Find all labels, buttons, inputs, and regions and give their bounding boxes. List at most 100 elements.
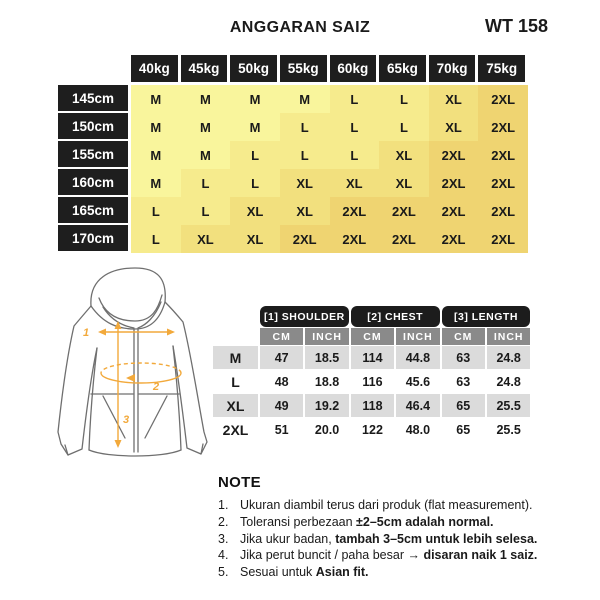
length-arrowhead-bottom	[114, 440, 122, 448]
size-matrix-cell: XL	[379, 169, 429, 197]
chest-ellipse-bottom	[100, 372, 182, 384]
size-matrix-cell: M	[279, 85, 330, 113]
measurement-value-cell: 24.8	[496, 374, 521, 389]
jacket-outline	[57, 267, 208, 457]
size-matrix-cell: L	[131, 225, 181, 253]
mtable-units-spacer	[213, 328, 258, 345]
measurement-value-cell: 48	[274, 374, 289, 389]
weight-header-cell: 70kg	[428, 55, 479, 85]
note-text: Jika ukur badan, tambah 3–5cm untuk lebi…	[240, 531, 537, 548]
size-matrix-cell: L	[279, 113, 330, 141]
note-plain-text: Jika perut buncit / paha besar →	[240, 548, 424, 563]
size-matrix-cell: XL	[180, 225, 231, 253]
weight-header-cell: 45kg	[180, 55, 231, 85]
note-number: 1.	[218, 498, 229, 512]
body-right	[172, 345, 182, 451]
size-matrix-cell: XL	[279, 197, 330, 225]
cuff-left	[64, 444, 69, 456]
measurement-value-cell: 18.5	[305, 346, 349, 369]
note-plain-text: Ukuran diambil terus dari produk (flat m…	[240, 498, 533, 512]
size-matrix-cell: XL	[230, 197, 280, 225]
page-title: ANGGARAN SAIZ	[229, 19, 371, 36]
note-text: Toleransi perbezaan ±2–5cm adalah normal…	[240, 514, 494, 531]
note-plain-text: Jika ukur badan,	[240, 531, 336, 546]
hood-fold-right	[137, 301, 162, 329]
notes-heading: NOTE	[218, 474, 261, 491]
measure-group-header-3: [3] LENGTH	[441, 306, 531, 327]
measure-group-header-1: [1] SHOULDER	[260, 306, 349, 327]
size-matrix-cell: XL	[428, 85, 479, 113]
size-matrix-cell: M	[180, 113, 231, 141]
size-matrix-cell: L	[279, 141, 330, 169]
note-plain-text: Sesuai untuk	[240, 565, 316, 580]
measurement-value-cell: 63	[441, 346, 485, 369]
size-matrix-cell: M	[131, 113, 181, 141]
size-matrix-cell: L	[230, 141, 280, 169]
measurement-value-cell: 45.6	[405, 374, 431, 389]
note-text: Jika perut buncit / paha besar → disaran…	[240, 547, 537, 564]
unit-header-cell: INCH	[396, 328, 440, 345]
size-matrix-cell: 2XL	[428, 197, 479, 225]
size-matrix-cell: L	[329, 113, 380, 141]
measurement-value-cell: 65	[456, 422, 471, 437]
right-sleeve	[164, 301, 208, 455]
mtable-corner-cell	[213, 306, 258, 327]
chest-arrowhead	[126, 374, 135, 382]
size-matrix-cell: M	[180, 85, 231, 113]
matrix-corner-cell	[58, 55, 131, 85]
size-matrix-cell: L	[180, 169, 231, 197]
size-matrix-cell: M	[180, 141, 231, 169]
hood-rim	[90, 301, 166, 330]
size-matrix-cell: M	[230, 85, 280, 113]
note-text: Sesuai untuk Asian fit.	[240, 564, 369, 581]
size-matrix-cell: XL	[230, 225, 280, 253]
weight-header-cell: 40kg	[131, 55, 181, 85]
height-header-cell: 150cm	[58, 113, 131, 141]
note-bold-text: disaran naik 1 saiz.	[423, 548, 538, 563]
note-item: 3. Jika ukur badan, tambah 3–5cm untuk le…	[218, 531, 568, 548]
measurement-value-cell: 25.5	[496, 422, 521, 437]
measurement-value-cell: 63	[456, 374, 471, 389]
label-chest: 2	[152, 381, 159, 393]
size-matrix-cell: L	[379, 85, 429, 113]
measurement-value-cell: 44.8	[396, 346, 440, 369]
height-header-cell: 155cm	[58, 141, 131, 169]
note-item: 1. Ukuran diambil terus dari produk (flat…	[218, 497, 568, 514]
note-number: 5.	[218, 565, 229, 580]
measurement-value-cell: 19.2	[305, 394, 349, 417]
size-matrix-cell: 2XL	[478, 169, 528, 197]
unit-header-cell: INCH	[486, 328, 531, 345]
size-row-label: M	[213, 346, 258, 369]
product-code: WT 158	[484, 16, 548, 36]
size-matrix-cell: L	[329, 141, 380, 169]
size-matrix-cell: XL	[428, 113, 479, 141]
weight-header-cell: 50kg	[230, 55, 280, 85]
size-matrix-cell: L	[180, 197, 231, 225]
height-header-cell: 145cm	[58, 85, 131, 113]
size-matrix-cell: M	[131, 85, 181, 113]
unit-header-cell: CM	[441, 328, 485, 345]
note-plain-text: Toleransi perbezaan	[240, 514, 357, 529]
shoulder-arrowhead-left	[98, 328, 106, 336]
measurement-value-cell: 24.8	[486, 346, 531, 369]
size-matrix-cell: 2XL	[428, 141, 479, 169]
weight-header-cell: 65kg	[379, 55, 429, 85]
size-row-label: XL	[213, 394, 258, 417]
size-matrix-cell: XL	[279, 169, 330, 197]
size-matrix-cell: 2XL	[329, 197, 380, 225]
jacket-diagram: 1 2 3	[57, 267, 208, 457]
cuff-right	[200, 443, 204, 455]
hood-fold-left	[102, 306, 135, 329]
height-header-cell: 160cm	[58, 169, 131, 197]
size-matrix-cell: L	[329, 85, 380, 113]
length-arrowhead-top	[114, 321, 122, 329]
unit-header-cell: INCH	[305, 328, 349, 345]
note-bold-text: Asian fit.	[315, 565, 369, 580]
size-matrix-cell: 2XL	[478, 85, 528, 113]
measurement-value-cell: 20.0	[314, 422, 340, 437]
note-bold-text: ±2–5cm adalah normal.	[356, 514, 494, 529]
size-matrix-cell: 2XL	[428, 169, 479, 197]
size-matrix: 40kg 45kg 50kg 55kg 60kg 65kg 70kg 75kg 145cm M M M…	[58, 55, 528, 253]
measure-group-header-2: [2] CHEST	[350, 306, 440, 327]
